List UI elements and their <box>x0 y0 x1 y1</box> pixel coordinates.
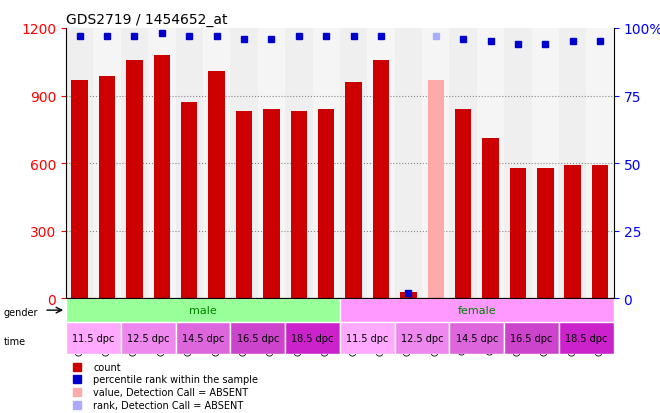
Bar <box>318 110 335 299</box>
FancyBboxPatch shape <box>285 322 340 354</box>
Bar <box>477 29 504 299</box>
Bar <box>203 29 230 299</box>
Bar <box>99 77 116 299</box>
FancyBboxPatch shape <box>176 322 230 354</box>
Text: count: count <box>94 362 121 372</box>
Bar <box>230 29 257 299</box>
Text: gender: gender <box>3 307 38 317</box>
FancyBboxPatch shape <box>449 322 504 354</box>
Text: 12.5 dpc: 12.5 dpc <box>401 333 444 343</box>
Bar <box>126 60 143 299</box>
Bar <box>181 103 197 299</box>
FancyBboxPatch shape <box>121 322 176 354</box>
Bar <box>482 139 499 299</box>
FancyBboxPatch shape <box>395 322 449 354</box>
Text: time: time <box>3 336 26 346</box>
Bar <box>367 29 395 299</box>
Bar <box>176 29 203 299</box>
Bar <box>395 29 422 299</box>
Bar <box>263 110 280 299</box>
Text: value, Detection Call = ABSENT: value, Detection Call = ABSENT <box>94 387 249 397</box>
Bar <box>455 110 471 299</box>
FancyBboxPatch shape <box>66 299 340 322</box>
Bar <box>257 29 285 299</box>
Text: 12.5 dpc: 12.5 dpc <box>127 333 170 343</box>
Bar <box>449 29 477 299</box>
Bar <box>564 166 581 299</box>
Bar <box>345 83 362 299</box>
Bar <box>504 29 532 299</box>
Bar <box>422 29 449 299</box>
Bar <box>285 29 313 299</box>
Bar <box>209 71 225 299</box>
Bar <box>510 168 526 299</box>
Bar <box>532 29 559 299</box>
FancyBboxPatch shape <box>504 322 559 354</box>
Bar <box>373 60 389 299</box>
Bar <box>66 29 94 299</box>
Text: 16.5 dpc: 16.5 dpc <box>510 333 553 343</box>
Text: 14.5 dpc: 14.5 dpc <box>182 333 224 343</box>
Bar <box>428 81 444 299</box>
Bar <box>587 29 614 299</box>
Bar <box>537 168 554 299</box>
Bar <box>94 29 121 299</box>
FancyBboxPatch shape <box>66 322 121 354</box>
Text: percentile rank within the sample: percentile rank within the sample <box>94 375 258 385</box>
FancyBboxPatch shape <box>340 299 614 322</box>
Text: GDS2719 / 1454652_at: GDS2719 / 1454652_at <box>66 12 228 26</box>
Bar <box>592 166 609 299</box>
Bar <box>313 29 340 299</box>
Text: female: female <box>457 305 496 316</box>
Bar <box>148 29 176 299</box>
Text: 11.5 dpc: 11.5 dpc <box>72 333 115 343</box>
Bar <box>340 29 367 299</box>
FancyBboxPatch shape <box>230 322 285 354</box>
Bar <box>400 292 416 299</box>
Text: rank, Detection Call = ABSENT: rank, Detection Call = ABSENT <box>94 400 244 410</box>
Bar <box>121 29 148 299</box>
Bar <box>154 56 170 299</box>
Text: 18.5 dpc: 18.5 dpc <box>291 333 334 343</box>
FancyBboxPatch shape <box>340 322 395 354</box>
FancyBboxPatch shape <box>559 322 614 354</box>
Bar <box>559 29 587 299</box>
Text: 18.5 dpc: 18.5 dpc <box>565 333 608 343</box>
Text: 14.5 dpc: 14.5 dpc <box>455 333 498 343</box>
Text: 11.5 dpc: 11.5 dpc <box>346 333 389 343</box>
Bar <box>71 81 88 299</box>
Text: 16.5 dpc: 16.5 dpc <box>236 333 279 343</box>
Bar <box>290 112 307 299</box>
Bar <box>236 112 252 299</box>
Text: male: male <box>189 305 217 316</box>
